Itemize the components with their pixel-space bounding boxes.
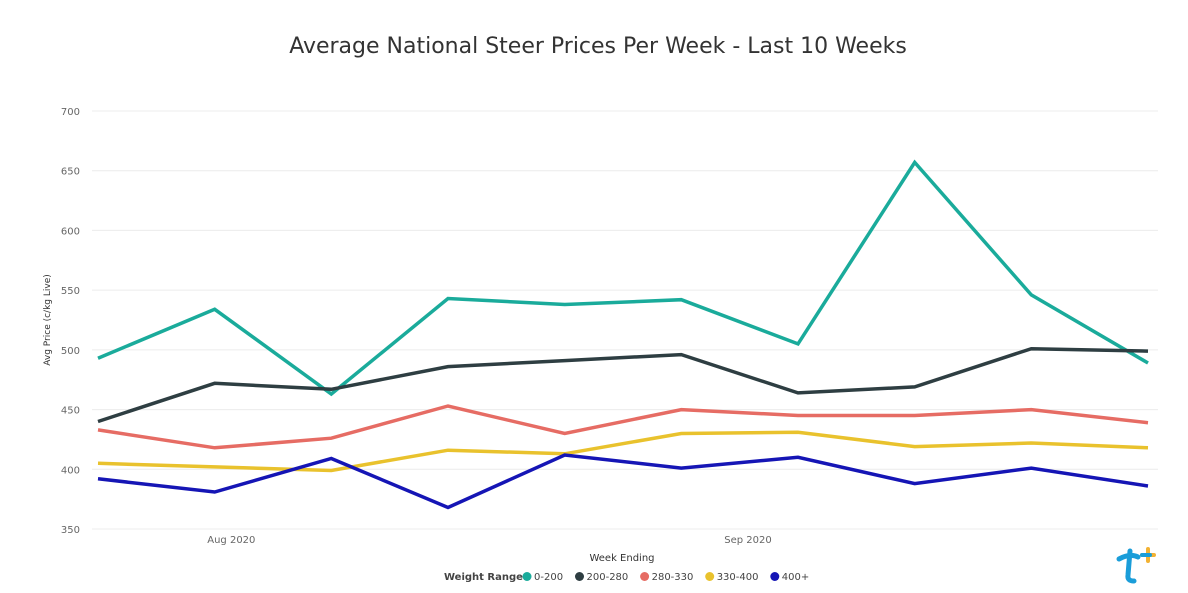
data-point	[564, 433, 565, 434]
legend[interactable]: Weight Range 0-200 200-280 280-330 330-400 40…	[444, 572, 809, 583]
y-tick-label: 400	[61, 465, 80, 476]
data-point	[98, 421, 99, 422]
data-point	[98, 358, 99, 359]
data-point	[1031, 294, 1032, 295]
legend-marker	[575, 572, 584, 581]
data-point	[1031, 409, 1032, 410]
data-point	[98, 429, 99, 430]
data-point	[98, 463, 99, 464]
chart-title: Average National Steer Prices Per Week -…	[289, 34, 907, 59]
data-point	[331, 394, 332, 395]
x-axis-ticks: Aug 2020 Sep 2020	[207, 535, 771, 546]
x-axis-label: Week Ending	[589, 553, 654, 564]
legend-label: 400+	[782, 572, 809, 583]
legend-item-280-330[interactable]: 280-330	[640, 572, 693, 583]
legend-label: 330-400	[717, 572, 759, 583]
data-point	[448, 298, 449, 299]
y-tick-label: 350	[61, 525, 80, 536]
data-point	[331, 389, 332, 390]
data-point	[914, 415, 915, 416]
data-point	[681, 433, 682, 434]
data-point	[681, 354, 682, 355]
data-point	[214, 309, 215, 310]
legend-item-0-200[interactable]: 0-200	[522, 572, 564, 583]
data-point	[798, 343, 799, 344]
data-point	[331, 458, 332, 459]
legend-item-200-280[interactable]: 200-280	[575, 572, 628, 583]
data-point	[681, 468, 682, 469]
legend-marker	[522, 572, 532, 581]
data-point	[564, 454, 565, 455]
data-point	[1148, 486, 1149, 487]
data-point	[1148, 362, 1149, 363]
data-point	[1031, 468, 1032, 469]
y-tick-label: 700	[61, 107, 80, 118]
data-point	[1148, 422, 1149, 423]
series-line-330-400	[97, 430, 1149, 473]
data-point	[214, 383, 215, 384]
data-point	[448, 405, 449, 406]
data-point	[214, 491, 215, 492]
data-point	[798, 392, 799, 393]
series-line-280-330	[97, 404, 1149, 450]
y-tick-label: 500	[61, 346, 80, 357]
legend-marker	[705, 572, 715, 581]
data-point	[1148, 447, 1149, 448]
legend-item-400+[interactable]: 400+	[770, 572, 809, 583]
data-point	[1148, 351, 1149, 352]
data-point	[914, 446, 915, 447]
data-point	[448, 366, 449, 367]
y-tick-label: 600	[61, 226, 80, 237]
data-point	[214, 466, 215, 467]
data-point	[914, 162, 915, 163]
data-point	[914, 483, 915, 484]
series-lines	[97, 159, 1149, 510]
data-point	[448, 450, 449, 451]
data-point	[914, 386, 915, 387]
data-point	[1031, 443, 1032, 444]
y-tick-label: 550	[61, 286, 80, 297]
data-point	[681, 299, 682, 300]
data-point	[98, 478, 99, 479]
legend-item-330-400[interactable]: 330-400	[705, 572, 758, 583]
data-point	[331, 438, 332, 439]
legend-marker	[640, 572, 650, 581]
data-point	[448, 507, 449, 508]
data-point	[798, 457, 799, 458]
legend-label: 280-330	[652, 572, 694, 583]
data-point	[331, 470, 332, 471]
y-tick-label: 450	[61, 406, 80, 417]
data-point	[798, 432, 799, 433]
legend-title: Weight Range	[444, 572, 523, 583]
data-point	[564, 304, 565, 305]
legend-label: 0-200	[534, 572, 563, 583]
data-point	[681, 409, 682, 410]
x-tick-label: Sep 2020	[724, 535, 771, 546]
logo-mark-blue	[1116, 548, 1141, 584]
y-tick-label: 650	[61, 167, 80, 178]
series-line-0-200	[97, 159, 1149, 397]
y-axis-ticks: 350 400 450 500 550 600 650 700	[61, 107, 80, 536]
series-line-200-280	[97, 346, 1149, 424]
series-line-400+	[97, 453, 1149, 510]
legend-label: 200-280	[587, 572, 629, 583]
y-axis-label: Avg Price (c/kg Live)	[43, 274, 53, 366]
data-point	[1031, 348, 1032, 349]
legend-marker	[770, 572, 780, 581]
brand-logo	[1116, 547, 1156, 584]
data-point	[214, 447, 215, 448]
data-point	[564, 360, 565, 361]
x-tick-label: Aug 2020	[207, 535, 255, 546]
data-point	[798, 415, 799, 416]
